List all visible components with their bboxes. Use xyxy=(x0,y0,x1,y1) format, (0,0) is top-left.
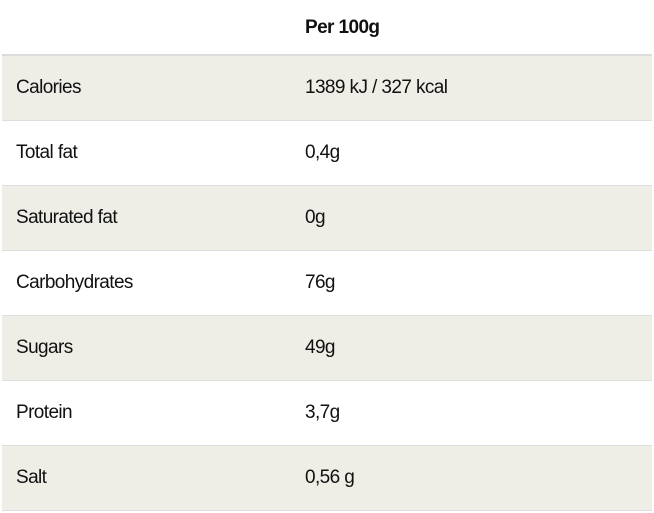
table-row: Saturated fat 0g xyxy=(2,185,652,251)
nutrient-name: Carbohydrates xyxy=(2,250,305,316)
table-row: Calories 1389 kJ / 327 kcal xyxy=(2,55,652,121)
nutrient-name: Total fat xyxy=(2,120,305,186)
table-row: Total fat 0,4g xyxy=(2,120,652,186)
nutrient-name: Protein xyxy=(2,380,305,446)
table-row: Sugars 49g xyxy=(2,315,652,381)
nutrient-name: Saturated fat xyxy=(2,185,305,251)
table-row: Carbohydrates 76g xyxy=(2,250,652,316)
nutrient-name: Sugars xyxy=(2,315,305,381)
header-per-100g: Per 100g xyxy=(305,0,652,56)
nutrient-value: 0,4g xyxy=(305,120,652,186)
nutrient-value: 0g xyxy=(305,185,652,251)
header-label-cell xyxy=(2,0,305,56)
nutrient-value: 49g xyxy=(305,315,652,381)
table-row: Salt 0,56 g xyxy=(2,445,652,511)
header-row: Per 100g xyxy=(2,0,652,56)
nutrient-value: 76g xyxy=(305,250,652,316)
nutrient-name: Salt xyxy=(2,445,305,511)
nutrient-value: 0,56 g xyxy=(305,445,652,511)
nutrient-value: 3,7g xyxy=(305,380,652,446)
nutrient-value: 1389 kJ / 327 kcal xyxy=(305,55,652,121)
table-row: Protein 3,7g xyxy=(2,380,652,446)
nutrient-name: Calories xyxy=(2,55,305,121)
